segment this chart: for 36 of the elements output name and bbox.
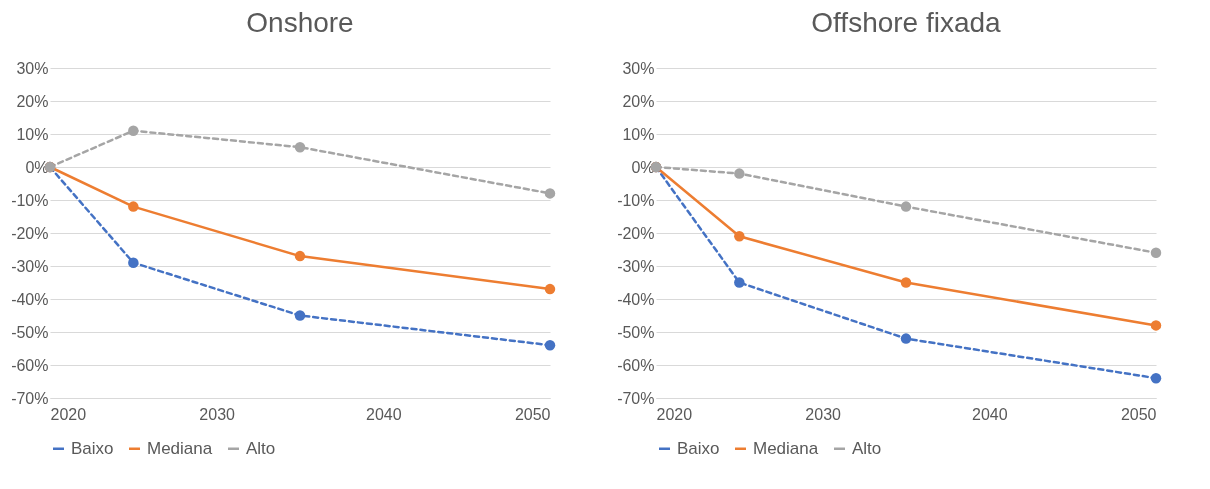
legend-label: Baixo: [677, 438, 720, 458]
y-tick-label: 20%: [16, 92, 49, 110]
y-tick-label: 10%: [16, 125, 49, 143]
x-tick-label: 2030: [199, 405, 236, 423]
x-tick-label: 2050: [514, 405, 551, 423]
legend-label: Baixo: [71, 438, 114, 458]
y-tick-label: 10%: [622, 125, 655, 143]
y-tick-label: -60%: [11, 356, 49, 374]
y-tick-label: -70%: [11, 389, 49, 407]
y-tick-label: 20%: [622, 92, 655, 110]
y-tick-label: 30%: [16, 59, 49, 77]
x-tick-label: 2030: [805, 405, 842, 423]
y-tick-label: -50%: [11, 323, 49, 341]
chart-title: Onshore: [246, 7, 354, 38]
x-tick-label: 2020: [656, 405, 693, 423]
y-tick-label: -40%: [617, 290, 655, 308]
y-tick-label: -20%: [11, 224, 49, 242]
y-tick-label: -10%: [11, 191, 49, 209]
x-tick-label: 2040: [366, 405, 402, 423]
legend-label: Mediana: [753, 438, 819, 458]
chart-title: Offshore fixada: [811, 7, 1002, 38]
y-tick-label: -20%: [617, 224, 655, 242]
y-tick-label: -10%: [617, 191, 655, 209]
y-tick-label: -30%: [11, 257, 49, 275]
y-tick-label: -60%: [617, 356, 655, 374]
y-tick-label: -70%: [617, 389, 655, 407]
y-tick-label: -50%: [617, 323, 655, 341]
y-tick-label: -40%: [11, 290, 49, 308]
legend-label: Alto: [246, 438, 276, 458]
x-tick-label: 2020: [50, 405, 87, 423]
legend-label: Alto: [852, 438, 882, 458]
y-tick-label: 30%: [622, 59, 655, 77]
y-tick-label: -30%: [617, 257, 655, 275]
x-tick-label: 2050: [1120, 405, 1157, 423]
x-tick-label: 2040: [972, 405, 1008, 423]
legend-label: Mediana: [147, 438, 213, 458]
